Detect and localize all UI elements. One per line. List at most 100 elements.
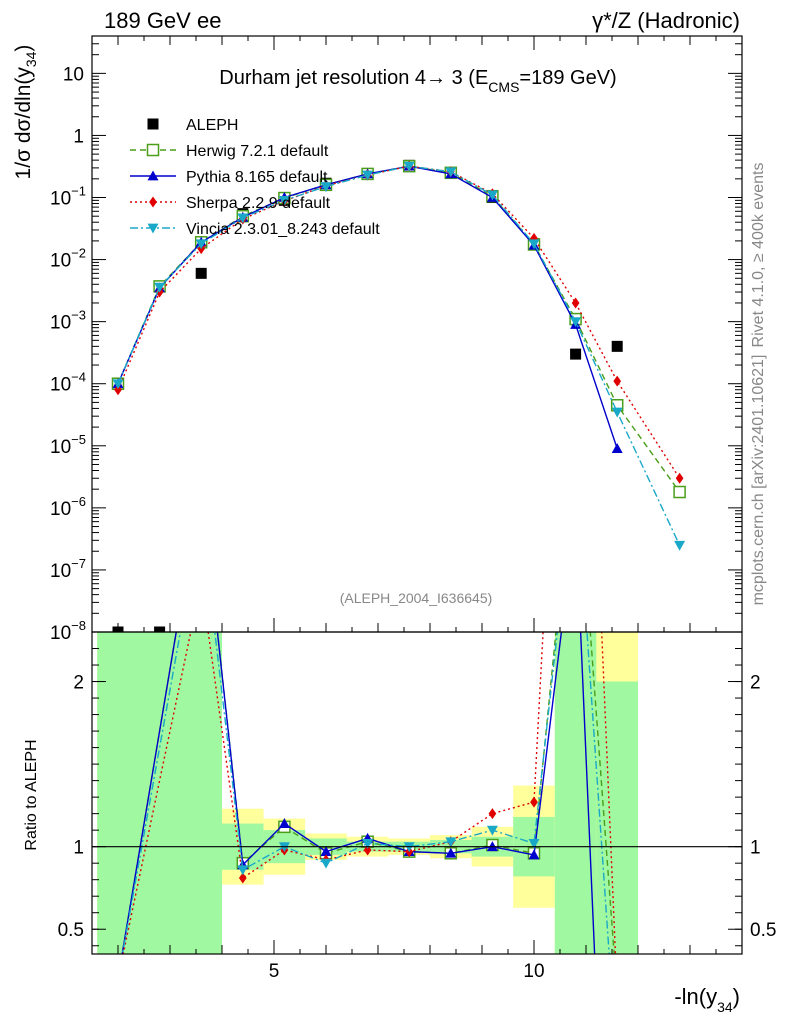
ratio-ytick-label-1: 1 <box>73 838 84 859</box>
ratio-point-1-11 <box>591 990 602 1000</box>
ratio-point-0-10 <box>570 428 581 439</box>
x-tick-label-0: 5 <box>269 961 280 982</box>
green-band-10 <box>596 681 638 954</box>
ratio-point-3-9 <box>528 838 540 849</box>
main-point-4-8 <box>445 167 457 178</box>
main-point-4-12 <box>611 407 623 418</box>
rivet-label: Rivet 4.1.0, ≥ 400k events <box>750 163 767 348</box>
main-point-4-13 <box>674 540 686 551</box>
main-point-0-1 <box>154 626 166 632</box>
main-point-3-12 <box>613 375 622 387</box>
main-point-0-11 <box>570 348 582 360</box>
green-band-9 <box>554 632 597 954</box>
main-ylabel: 1/σ dσ/dln(y34) <box>12 45 39 180</box>
ratio-frame <box>91 631 743 955</box>
main-ytick-label-4: 10−3 <box>50 308 86 334</box>
ratio-ytick-label-right-1: 1 <box>750 838 761 859</box>
ratio-point-3-10 <box>570 462 581 472</box>
main-point-4-2 <box>195 239 207 250</box>
legend: ALEPH Herwig 7.2.1 default Pythia 8.165 de… <box>130 117 380 238</box>
ratio-ylabel: Ratio to ALEPH <box>23 739 40 850</box>
ratio-point-3-0 <box>113 974 124 984</box>
main-series-group <box>111 159 686 632</box>
header-right: γ*/Z (Hadronic) <box>592 8 740 33</box>
main-ytick-label-3: 10−2 <box>50 246 86 272</box>
main-ytick-label-1: 1 <box>73 126 84 147</box>
main-ytick-label-0: 10 <box>63 64 84 85</box>
ratio-point-3-8 <box>486 825 498 836</box>
ratio-point-0-1 <box>196 478 207 489</box>
chart-title: Durham jet resolution 4→ 3 (ECMS=189 GeV… <box>219 67 616 95</box>
ratio-ytick-label-0: 0.5 <box>58 920 84 941</box>
main-ytick-label-8: 10−7 <box>50 556 86 582</box>
ratio-point-3-11 <box>607 991 618 1001</box>
legend-marker-4 <box>147 223 159 234</box>
header-left: 189 GeV ee <box>104 8 221 33</box>
ratio-point-2-10 <box>572 16 580 27</box>
legend-marker-0 <box>147 118 159 130</box>
legend-marker-1 <box>146 143 160 157</box>
main-point-0-2 <box>195 267 207 279</box>
ratio-point-1-1 <box>196 478 207 488</box>
legend-label-3: Sherpa 2.2.9 default <box>186 195 331 212</box>
main-point-3-11 <box>571 297 580 309</box>
ratio-point-1-9 <box>528 849 540 860</box>
main-point-4-1 <box>154 282 166 293</box>
ratio-point-2-8 <box>488 808 497 820</box>
ratio-ytick-label-right-0: 0.5 <box>750 920 776 941</box>
ratio-point-3-1 <box>196 512 207 522</box>
main-point-4-7 <box>403 161 415 172</box>
main-point-4-4 <box>278 195 290 206</box>
ratio-point-0-11 <box>612 990 623 1001</box>
main-point-1-13 <box>673 485 686 499</box>
ratio-point-0-0 <box>113 973 124 984</box>
ratio-point-1-0 <box>113 973 124 983</box>
ratio-point-2-11 <box>613 990 621 1001</box>
x-tick-label-1: 10 <box>523 961 544 982</box>
ratio-point-2-5 <box>363 844 372 856</box>
mcplots-label: mcplots.cern.ch [arXiv:2401.10621] <box>750 355 767 606</box>
main-point-4-6 <box>362 170 374 181</box>
ratio-point-2-2 <box>238 872 247 884</box>
legend-label-1: Herwig 7.2.1 default <box>186 143 329 160</box>
main-line-3 <box>117 165 681 479</box>
legend-label-0: ALEPH <box>186 117 238 134</box>
main-point-4-11 <box>570 317 582 328</box>
main-point-3-13 <box>675 472 684 484</box>
legend-marker-2 <box>147 170 159 181</box>
green-band-0 <box>97 632 222 954</box>
main-point-4-0 <box>112 379 124 390</box>
ratio-point-1-10 <box>570 511 581 521</box>
main-ytick-label-6: 10−5 <box>50 432 86 458</box>
ratio-point-3-2 <box>237 865 249 876</box>
ratio-point-3-7 <box>445 837 457 848</box>
main-point-4-3 <box>237 213 249 224</box>
main-point-0-12 <box>611 340 623 352</box>
main-point-2-12 <box>611 443 623 454</box>
ratio-point-1-3 <box>278 818 290 828</box>
ratio-line-1 <box>121 632 596 954</box>
main-ytick-label-7: 10−6 <box>50 494 86 520</box>
ratio-ytick-label-2: 2 <box>73 673 84 694</box>
legend-label-4: Vincia 2.3.01_8.243 default <box>186 221 380 238</box>
main-ytick-label-5: 10−4 <box>50 370 86 396</box>
ratio-point-2-1 <box>197 577 205 588</box>
ratio-point-1-7 <box>445 847 457 858</box>
main-point-4-10 <box>528 239 540 250</box>
ratio-point-3-4 <box>320 858 332 869</box>
axes-group: 10 1 10−1 10−2 10−3 10−4 10−5 10−6 10−7 10−8 5 10 0.… <box>50 35 776 982</box>
ratio-ytick-label-right-2: 2 <box>750 673 761 694</box>
ratio-point-1-4 <box>320 846 332 857</box>
ratio-point-2-9 <box>530 796 538 808</box>
analysis-annotation: (ALEPH_2004_I636645) <box>340 590 493 606</box>
main-point-4-9 <box>486 190 498 201</box>
legend-label-2: Pythia 8.165 default <box>186 169 328 186</box>
main-ytick-label-9: 10−8 <box>50 618 86 644</box>
main-point-3-0 <box>114 384 122 396</box>
legend-marker-3 <box>149 196 157 208</box>
ratio-point-3-5 <box>362 838 374 849</box>
main-line-1 <box>117 165 681 493</box>
ratio-point-2-0 <box>114 973 122 984</box>
